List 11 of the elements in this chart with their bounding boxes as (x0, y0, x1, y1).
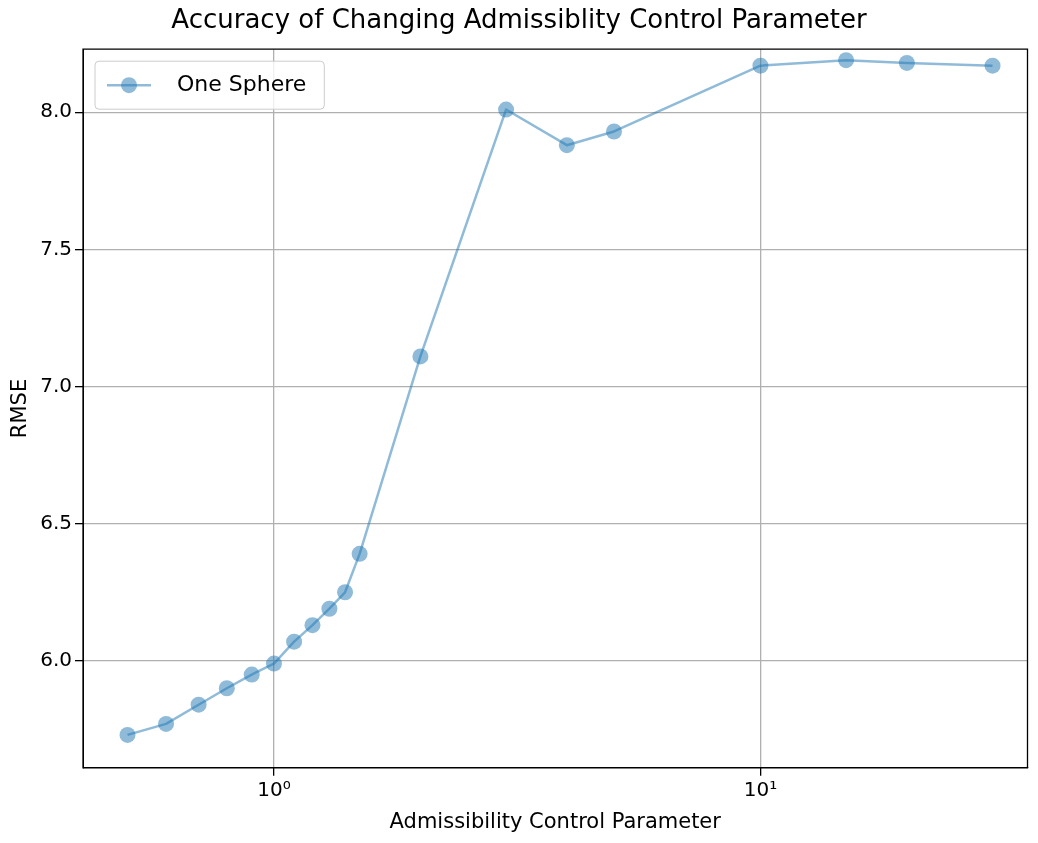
y-tick-label: 8.0 (40, 98, 73, 123)
y-axis-title: RMSE (7, 378, 32, 439)
y-tick-label: 7.5 (40, 235, 73, 260)
x-axis-title: Admissibility Control Parameter (389, 808, 722, 833)
y-tick-label: 6.0 (40, 647, 73, 672)
y-tick-label: 6.5 (40, 509, 73, 534)
chart-title: Accuracy of Changing Admissiblity Control Parameter (171, 4, 867, 35)
x-tick-label: 10¹ (743, 777, 778, 801)
y-tick-label: 7.0 (40, 372, 73, 397)
x-tick-label: 10⁰ (257, 777, 291, 801)
legend-label: One Sphere (177, 70, 307, 96)
